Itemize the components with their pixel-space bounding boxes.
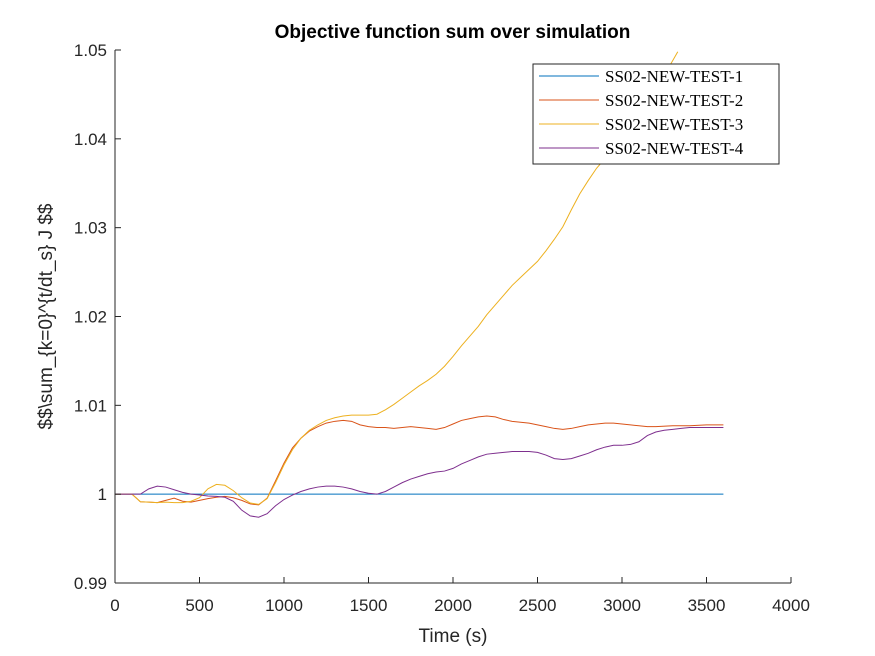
x-tick-label: 3000 bbox=[603, 596, 641, 615]
legend-entry-3: SS02-NEW-TEST-3 bbox=[605, 115, 743, 134]
x-tick-label: 0 bbox=[110, 596, 119, 615]
legend-entry-2: SS02-NEW-TEST-2 bbox=[605, 91, 743, 110]
y-axis-label: $$\sum_{k=0}^{t/dt_s} J $$ bbox=[36, 203, 57, 429]
y-tick-label: 1.01 bbox=[74, 396, 107, 415]
y-tick-label: 1.02 bbox=[74, 308, 107, 327]
legend: SS02-NEW-TEST-1 SS02-NEW-TEST-2 SS02-NEW-T… bbox=[532, 63, 780, 165]
y-tick-label: 1.05 bbox=[74, 41, 107, 60]
chart-title: Objective function sum over simulation bbox=[275, 22, 631, 43]
x-tick-label: 1000 bbox=[265, 596, 303, 615]
legend-entry-4: SS02-NEW-TEST-4 bbox=[605, 139, 744, 158]
x-tick-label: 1500 bbox=[350, 596, 388, 615]
y-tick-label: 1 bbox=[98, 485, 107, 504]
series-layer bbox=[115, 51, 724, 518]
legend-box bbox=[532, 63, 780, 165]
legend-entry-1: SS02-NEW-TEST-1 bbox=[605, 67, 743, 86]
tick-marks: 0 500 1000 1500 2000 2500 3000 3500 4000 0.99 1 1.0… bbox=[74, 41, 810, 615]
x-tick-label: 2500 bbox=[519, 596, 557, 615]
x-tick-label: 500 bbox=[185, 596, 213, 615]
y-tick-label: 1.04 bbox=[74, 130, 107, 149]
x-axis-label: Time (s) bbox=[419, 626, 488, 647]
x-tick-label: 2000 bbox=[434, 596, 472, 615]
series-line-2 bbox=[115, 415, 724, 506]
y-tick-label: 1.03 bbox=[74, 219, 107, 238]
y-tick-label: 0.99 bbox=[74, 574, 107, 593]
series-line-3 bbox=[115, 51, 679, 505]
x-tick-label: 4000 bbox=[772, 596, 810, 615]
x-tick-label: 3500 bbox=[688, 596, 726, 615]
series-line-4 bbox=[115, 427, 724, 518]
